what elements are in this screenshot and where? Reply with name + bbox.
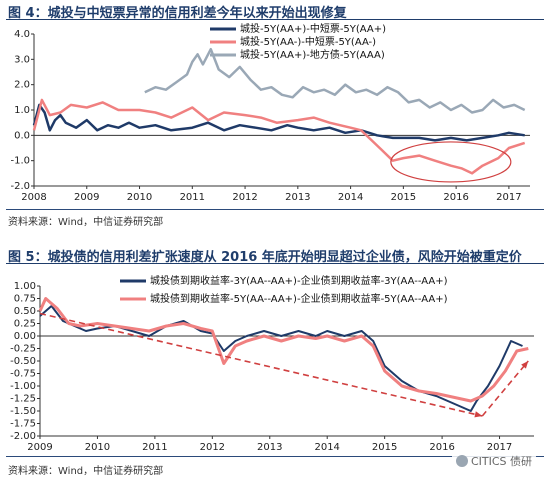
y-tick-label: 2.0 — [14, 80, 30, 91]
y-tick-label: -0.75 — [10, 369, 36, 380]
uptrend-arrow — [481, 360, 529, 417]
legend-label-3: 城投-5Y(AA+)-地方债-5Y(AAA) — [240, 48, 385, 61]
x-tick-label: 2008 — [21, 192, 46, 203]
y-tick-label: 4.0 — [14, 29, 30, 40]
y-tick-label: -1.0 — [10, 156, 30, 167]
chart2-svg: 1.00 0.750.50 0.250.00 -0.25-0.50 -0.75-1.00… — [10, 274, 534, 453]
figure2-source: 资料来源：Wind，中信证券研究部 — [8, 466, 164, 477]
legend-label-2: 城投-5Y(AA-)-中短票-5Y(AA-) — [240, 35, 376, 48]
x-tick-label: 2013 — [285, 192, 310, 203]
y-tick-label: 1.00 — [14, 281, 36, 292]
x-tick-label: 2010 — [127, 192, 152, 203]
x-tick-label: 2014 — [338, 192, 363, 203]
y-tick-label: 3.0 — [14, 54, 30, 65]
figure1-rule — [6, 19, 544, 20]
y-tick-label: -1.25 — [10, 394, 36, 405]
figure2-rule — [6, 263, 544, 264]
x-tick-label: 2012 — [232, 192, 257, 203]
y-tick-label: -2.0 — [10, 181, 30, 192]
x-tick-label: 2017 — [487, 442, 512, 453]
x-tick-label: 2010 — [85, 442, 110, 453]
y-tick-label: 1.0 — [14, 105, 30, 116]
figure2-bottom-rule — [6, 456, 544, 457]
legend-label-2: 城投债到期收益率-5Y(AA--AA+)-企业债到期收益率-5Y(AA--AA+… — [150, 292, 448, 305]
x-tick-label: 2016 — [429, 442, 454, 453]
figure2-title: 图 5：城投债的信用利差扩张速度从 2016 年底开始明显超过企业债，风险开始被… — [8, 250, 522, 265]
x-tick-label: 2015 — [391, 192, 416, 203]
x-tick-label: 2017 — [496, 192, 521, 203]
y-tick-label: -0.25 — [10, 344, 36, 355]
y-tick-label: 0.0 — [14, 130, 30, 141]
uptrend-arrowhead — [521, 361, 529, 369]
x-tick-label: 2011 — [180, 192, 205, 203]
x-tick-label: 2015 — [372, 442, 397, 453]
figure1-bottom-rule — [6, 209, 544, 210]
series-line-3 — [144, 47, 526, 114]
y-tick-label: -2.00 — [10, 431, 36, 442]
y-tick-label: -1.75 — [10, 419, 36, 430]
y-tick-label: 0.00 — [14, 331, 36, 342]
series-line-2 — [32, 98, 526, 175]
x-tick-label: 2009 — [74, 192, 99, 203]
y-tick-label: 0.75 — [14, 294, 36, 305]
legend-label-1: 城投-5Y(AA+)-中短票-5Y(AA+) — [240, 22, 386, 35]
y-tick-label: 0.25 — [14, 319, 36, 330]
wechat-icon — [455, 455, 468, 467]
y-tick-label: -1.00 — [10, 381, 36, 392]
y-tick-label: 0.50 — [14, 306, 36, 317]
series-line-1 — [32, 103, 525, 142]
x-tick-label: 2012 — [200, 442, 225, 453]
y-tick-label: -0.50 — [10, 356, 36, 367]
x-tick-label: 2013 — [257, 442, 282, 453]
x-tick-label: 2016 — [443, 192, 468, 203]
watermark: CITICS 债研 — [451, 452, 536, 470]
figure1-title: 图 4：城投与中短票异常的信用利差今年以来开始出现修复 — [8, 6, 347, 21]
watermark-text: CITICS 债研 — [470, 455, 532, 468]
y-tick-label: -1.50 — [10, 406, 36, 417]
figure1-source: 资料来源：Wind，中信证券研究部 — [8, 217, 164, 228]
legend-label-1: 城投债到期收益率-3Y(AA--AA+)-企业债到期收益率-3Y(AA--AA+… — [150, 274, 448, 287]
x-tick-label: 2011 — [142, 442, 167, 453]
downtrend-arrowhead — [474, 411, 483, 418]
highlight-ellipse — [390, 141, 512, 183]
downtrend-arrow — [39, 312, 483, 417]
x-tick-label: 2009 — [27, 442, 52, 453]
x-tick-label: 2014 — [314, 442, 339, 453]
series-line-2 — [38, 297, 529, 403]
